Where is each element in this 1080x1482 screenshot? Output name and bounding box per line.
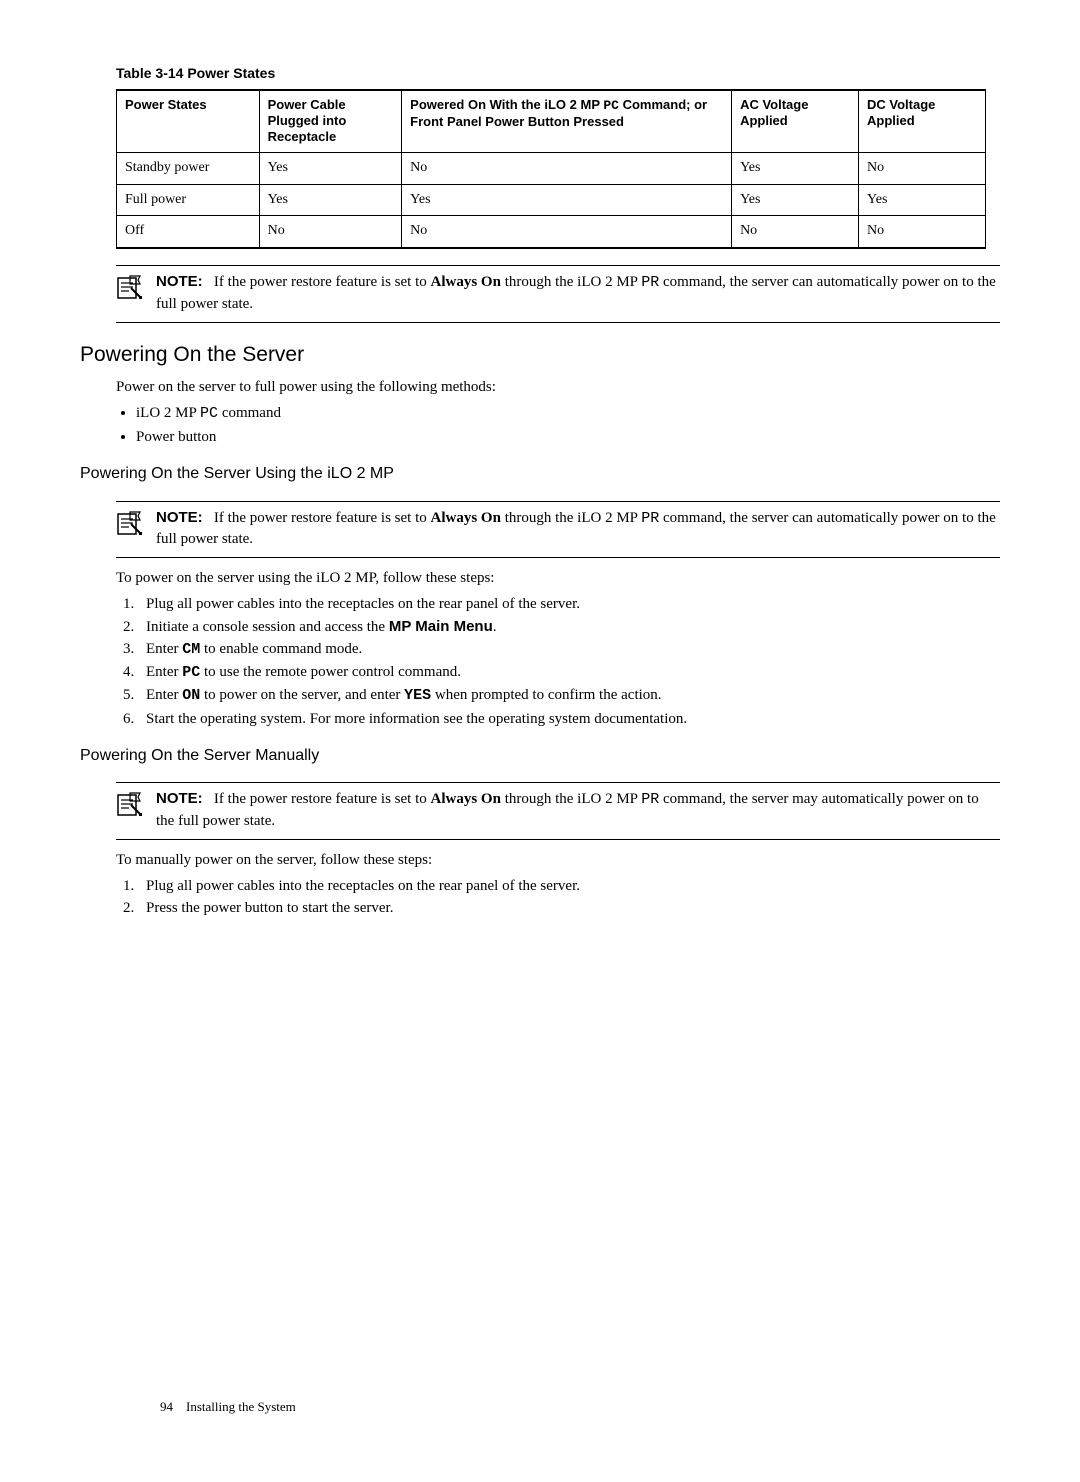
note-text: NOTE: If the power restore feature is se… bbox=[156, 789, 1000, 831]
cell-dc: Yes bbox=[859, 184, 986, 216]
list-item: Plug all power cables into the receptacl… bbox=[138, 594, 1000, 614]
s3-code: CM bbox=[182, 641, 200, 658]
cell-state: Off bbox=[117, 216, 260, 248]
cell-ac: Yes bbox=[732, 184, 859, 216]
note-bold: Always On bbox=[431, 274, 501, 290]
s3-post: to enable command mode. bbox=[200, 641, 362, 657]
th-powered-on-pre: Powered On With the iLO 2 MP bbox=[410, 97, 603, 112]
note-pre: If the power restore feature is set to bbox=[214, 791, 431, 807]
note-block: NOTE: If the power restore feature is se… bbox=[116, 265, 1000, 323]
list-item: Enter ON to power on the server, and ent… bbox=[138, 685, 1000, 706]
list-item: Start the operating system. For more inf… bbox=[138, 709, 1000, 729]
note-label: NOTE: bbox=[156, 509, 203, 526]
table-row: Standby power Yes No Yes No bbox=[117, 152, 986, 184]
bullet1-code: PC bbox=[200, 405, 218, 422]
table-caption: Table 3-14 Power States bbox=[116, 64, 1000, 83]
list-item: Initiate a console session and access th… bbox=[138, 617, 1000, 637]
note-icon bbox=[116, 791, 142, 823]
th-dc: DC Voltage Applied bbox=[859, 90, 986, 152]
cell-plugged: No bbox=[259, 216, 402, 248]
page-footer: 94 Installing the System bbox=[160, 1398, 296, 1416]
cell-dc: No bbox=[859, 216, 986, 248]
note-label: NOTE: bbox=[156, 790, 203, 807]
note-pre: If the power restore feature is set to bbox=[214, 274, 431, 290]
lead-text: To manually power on the server, follow … bbox=[116, 850, 1000, 870]
bullet1-pre: iLO 2 MP bbox=[136, 405, 200, 421]
cell-powered: Yes bbox=[402, 184, 732, 216]
note-icon bbox=[116, 274, 142, 306]
note-pre: If the power restore feature is set to bbox=[214, 510, 431, 526]
heading-manual: Powering On the Server Manually bbox=[80, 745, 1000, 767]
list-item: iLO 2 MP PC command bbox=[136, 403, 1000, 424]
note-mid: through the iLO 2 MP bbox=[501, 510, 641, 526]
lead-text: To power on the server using the iLO 2 M… bbox=[116, 568, 1000, 588]
page-number: 94 bbox=[160, 1399, 173, 1414]
s5-pre: Enter bbox=[146, 687, 182, 703]
s5-code1: ON bbox=[182, 687, 200, 704]
s3-pre: Enter bbox=[146, 641, 182, 657]
cell-dc: No bbox=[859, 152, 986, 184]
s5-post: when prompted to confirm the action. bbox=[431, 687, 661, 703]
s4-pre: Enter bbox=[146, 664, 182, 680]
chapter-title: Installing the System bbox=[186, 1399, 296, 1414]
cell-state: Standby power bbox=[117, 152, 260, 184]
th-powered-on-code: PC bbox=[603, 98, 619, 113]
table-row: Off No No No No bbox=[117, 216, 986, 248]
th-ac: AC Voltage Applied bbox=[732, 90, 859, 152]
note-text: NOTE: If the power restore feature is se… bbox=[156, 272, 1000, 314]
cell-powered: No bbox=[402, 152, 732, 184]
cell-state: Full power bbox=[117, 184, 260, 216]
note-icon bbox=[116, 510, 142, 542]
s2-bold: MP Main Menu bbox=[389, 618, 493, 635]
note-label: NOTE: bbox=[156, 273, 203, 290]
cell-ac: Yes bbox=[732, 152, 859, 184]
note-text: NOTE: If the power restore feature is se… bbox=[156, 508, 1000, 550]
s2-pre: Initiate a console session and access th… bbox=[146, 619, 389, 635]
list-item: Power button bbox=[136, 427, 1000, 447]
note-code: PR bbox=[641, 510, 659, 527]
bullet1-post: command bbox=[218, 405, 281, 421]
th-power-states: Power States bbox=[117, 90, 260, 152]
cell-plugged: Yes bbox=[259, 184, 402, 216]
th-powered-on: Powered On With the iLO 2 MP PC Command;… bbox=[402, 90, 732, 152]
heading-powering-on: Powering On the Server bbox=[80, 341, 1000, 369]
list-item: Enter CM to enable command mode. bbox=[138, 639, 1000, 660]
cell-plugged: Yes bbox=[259, 152, 402, 184]
s5-mid: to power on the server, and enter bbox=[200, 687, 404, 703]
cell-powered: No bbox=[402, 216, 732, 248]
intro-text: Power on the server to full power using … bbox=[116, 377, 1000, 397]
table-row: Full power Yes Yes Yes Yes bbox=[117, 184, 986, 216]
list-item: Press the power button to start the serv… bbox=[138, 898, 1000, 918]
note-bold: Always On bbox=[431, 510, 501, 526]
s2-post: . bbox=[493, 619, 497, 635]
heading-ilo: Powering On the Server Using the iLO 2 M… bbox=[80, 463, 1000, 485]
note-mid: through the iLO 2 MP bbox=[501, 791, 641, 807]
note-block: NOTE: If the power restore feature is se… bbox=[116, 501, 1000, 559]
note-code: PR bbox=[641, 274, 659, 291]
list-item: Plug all power cables into the receptacl… bbox=[138, 876, 1000, 896]
note-block: NOTE: If the power restore feature is se… bbox=[116, 782, 1000, 840]
cell-ac: No bbox=[732, 216, 859, 248]
note-code: PR bbox=[641, 791, 659, 808]
note-mid: through the iLO 2 MP bbox=[501, 274, 641, 290]
list-item: Enter PC to use the remote power control… bbox=[138, 662, 1000, 683]
s4-post: to use the remote power control command. bbox=[200, 664, 461, 680]
s5-code2: YES bbox=[404, 687, 431, 704]
s4-code: PC bbox=[182, 664, 200, 681]
note-bold: Always On bbox=[431, 791, 501, 807]
power-states-table: Power States Power Cable Plugged into Re… bbox=[116, 89, 986, 249]
th-plugged: Power Cable Plugged into Receptacle bbox=[259, 90, 402, 152]
